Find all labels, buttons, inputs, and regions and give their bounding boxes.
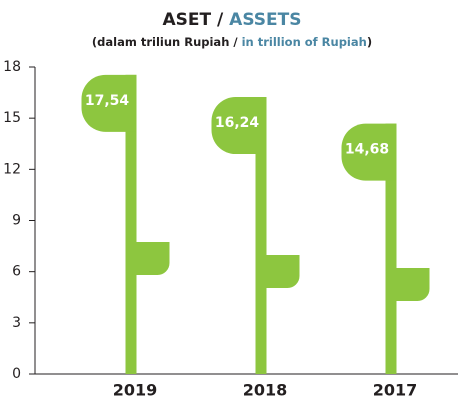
value-label: 16,24 (215, 115, 260, 131)
title-part: ASET / (163, 10, 230, 30)
value-label: 14,68 (345, 142, 389, 158)
subtitle-part: in trillion of Rupiah (242, 35, 367, 49)
y-tick-label: 18 (3, 59, 21, 75)
value-label: 17,54 (85, 93, 130, 109)
chart: ASET / ASSETS (dalam triliun Rupiah / in… (0, 0, 463, 400)
y-tick-label: 12 (3, 161, 21, 177)
x-tick-label: 2019 (113, 381, 158, 400)
y-tick-label: 9 (12, 213, 21, 229)
small-leaf (267, 255, 300, 288)
title-part: ASSETS (229, 10, 301, 30)
x-tick-label: 2017 (373, 381, 418, 400)
small-leaf (137, 242, 170, 275)
small-leaf (397, 268, 430, 301)
x-tick-label: 2018 (243, 381, 288, 400)
subtitle-part: ) (367, 35, 372, 49)
subtitle-part: (dalam triliun Rupiah / (92, 35, 242, 49)
y-tick-label: 15 (3, 110, 21, 126)
chart-title: ASET / ASSETS (163, 10, 302, 30)
y-tick-label: 6 (12, 264, 21, 280)
y-tick-label: 3 (12, 315, 21, 331)
chart-subtitle: (dalam triliun Rupiah / in trillion of R… (92, 35, 372, 49)
y-tick-label: 0 (12, 366, 21, 382)
